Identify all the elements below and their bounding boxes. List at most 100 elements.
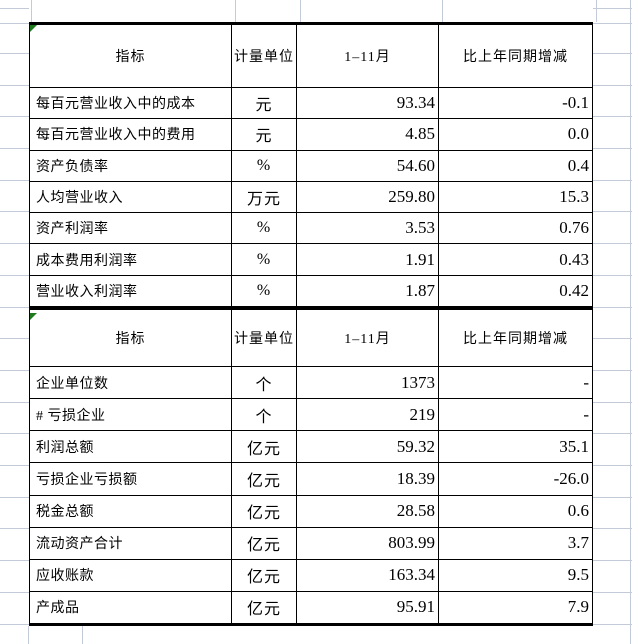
gridline: [28, 626, 29, 644]
change-cell[interactable]: 35.1: [559, 436, 589, 456]
value-cell[interactable]: 18.39: [297, 463, 439, 495]
value-cell[interactable]: 3.53: [297, 213, 439, 244]
col-header-indicator[interactable]: 指标: [30, 310, 232, 366]
gridline: [593, 497, 632, 498]
indicator-cell[interactable]: 每百元营业收入中的费用: [30, 119, 232, 150]
indicator-cell[interactable]: 产成品: [30, 591, 232, 623]
gridline: [593, 370, 632, 371]
unit-cell[interactable]: 元: [232, 119, 297, 150]
col-header-period[interactable]: 1–11月: [297, 310, 439, 366]
indicator-cell[interactable]: 成本费用利润率: [30, 244, 232, 275]
value-cell[interactable]: 1373: [297, 367, 439, 399]
indicator-cell[interactable]: 营业收入利润率: [30, 275, 232, 306]
value-cell[interactable]: 163.34: [297, 559, 439, 591]
value-cell[interactable]: 4.85: [297, 119, 439, 150]
col-header-change[interactable]: 比上年同期增减: [463, 332, 568, 347]
indicator-cell[interactable]: 利润总额: [30, 431, 232, 463]
unit-cell[interactable]: 亿元: [232, 431, 297, 463]
gridline: [593, 243, 632, 244]
unit-cell[interactable]: 个: [232, 367, 297, 399]
gridline: [0, 116, 29, 117]
value-cell[interactable]: 803.99: [297, 527, 439, 559]
gridline: [0, 497, 29, 498]
gridline: [0, 307, 29, 308]
change-cell[interactable]: 0.42: [559, 280, 589, 300]
change-cell[interactable]: 15.3: [559, 186, 589, 206]
change-cell[interactable]: -26.0: [553, 468, 589, 488]
table-2-header-row: 指标 计量单位 1–11月 比上年同期增减: [30, 310, 592, 367]
gridline: [0, 592, 29, 593]
gridline: [593, 211, 632, 212]
unit-cell[interactable]: 亿元: [232, 463, 297, 495]
gridline: [0, 338, 29, 339]
unit-cell[interactable]: 元: [232, 88, 297, 119]
gridline: [0, 53, 29, 54]
gridline: [0, 275, 29, 276]
unit-cell[interactable]: 亿元: [232, 495, 297, 527]
value-cell[interactable]: 54.60: [297, 150, 439, 181]
gridline: [593, 53, 632, 54]
change-cell[interactable]: -: [583, 372, 589, 392]
change-cell[interactable]: 9.5: [567, 565, 589, 585]
value-cell[interactable]: 219: [297, 399, 439, 431]
table-row: 应收账款 亿元 163.34 9.5: [30, 559, 592, 592]
gridline: [0, 148, 29, 149]
value-cell[interactable]: 95.91: [297, 591, 439, 623]
gridline: [593, 116, 632, 117]
indicator-cell[interactable]: 人均营业收入: [30, 181, 232, 213]
unit-cell[interactable]: %: [232, 275, 297, 306]
change-cell[interactable]: 0.76: [559, 218, 589, 238]
change-cell[interactable]: 0.4: [567, 155, 589, 175]
gridline: [0, 402, 29, 403]
col-header-indicator[interactable]: 指标: [30, 25, 232, 87]
unit-cell[interactable]: %: [232, 244, 297, 275]
change-cell[interactable]: 0.0: [567, 124, 589, 144]
cell-flag-icon: [30, 25, 37, 32]
value-cell[interactable]: 28.58: [297, 495, 439, 527]
col-header-change[interactable]: 比上年同期增减: [463, 50, 568, 65]
table-2-body: 企业单位数个 1373- # 亏损企业个 219- 利润总额 亿元 59.32 35.1 亏损企…: [30, 367, 592, 623]
indicator-cell[interactable]: 应收账款: [30, 559, 232, 591]
value-cell[interactable]: 1.87: [297, 275, 439, 306]
unit-cell[interactable]: 个: [232, 399, 297, 431]
gridline: [593, 148, 632, 149]
indicator-cell[interactable]: 资产负债率: [30, 150, 232, 181]
unit-cell[interactable]: 亿元: [232, 591, 297, 623]
col-header-unit[interactable]: 计量单位: [232, 25, 297, 87]
change-cell[interactable]: 0.6: [567, 501, 589, 521]
gridline: [593, 433, 632, 434]
indicator-cell[interactable]: 流动资产合计: [30, 527, 232, 559]
indicator-cell[interactable]: 每百元营业收入中的成本: [30, 88, 232, 119]
change-cell[interactable]: 0.43: [559, 249, 589, 269]
unit-cell[interactable]: 亿元: [232, 559, 297, 591]
gridline: [593, 402, 632, 403]
unit-cell[interactable]: %: [232, 213, 297, 244]
table-row: 利润总额 亿元 59.32 35.1: [30, 431, 592, 464]
value-cell[interactable]: 93.34: [297, 88, 439, 119]
table-row: 资产利润率% 3.53 0.76: [30, 213, 592, 245]
indicator-cell[interactable]: 资产利润率: [30, 213, 232, 244]
change-cell[interactable]: 7.9: [567, 597, 589, 617]
unit-cell[interactable]: 万元: [232, 181, 297, 213]
col-header-unit[interactable]: 计量单位: [232, 310, 297, 366]
change-cell[interactable]: -0.1: [562, 93, 589, 113]
cell-flag-icon: [30, 313, 37, 320]
value-cell[interactable]: 259.80: [297, 181, 439, 213]
indicator-cell[interactable]: 亏损企业亏损额: [30, 463, 232, 495]
indicator-cell[interactable]: 税金总额: [30, 495, 232, 527]
gridline: [593, 528, 632, 529]
change-cell[interactable]: 3.7: [567, 533, 589, 553]
gridline: [235, 0, 236, 22]
value-cell[interactable]: 59.32: [297, 431, 439, 463]
table-row: 税金总额 亿元 28.58 0.6: [30, 495, 592, 528]
indicator-cell[interactable]: 企业单位数: [30, 367, 232, 399]
change-cell[interactable]: -: [583, 404, 589, 424]
unit-cell[interactable]: %: [232, 150, 297, 181]
unit-cell[interactable]: 亿元: [232, 527, 297, 559]
gridline: [0, 211, 29, 212]
table-row: 营业收入利润率% 1.87 0.42: [30, 275, 592, 306]
value-cell[interactable]: 1.91: [297, 244, 439, 275]
col-header-period[interactable]: 1–11月: [297, 25, 439, 87]
gridline: [0, 624, 29, 625]
indicator-cell[interactable]: # 亏损企业: [30, 399, 232, 431]
